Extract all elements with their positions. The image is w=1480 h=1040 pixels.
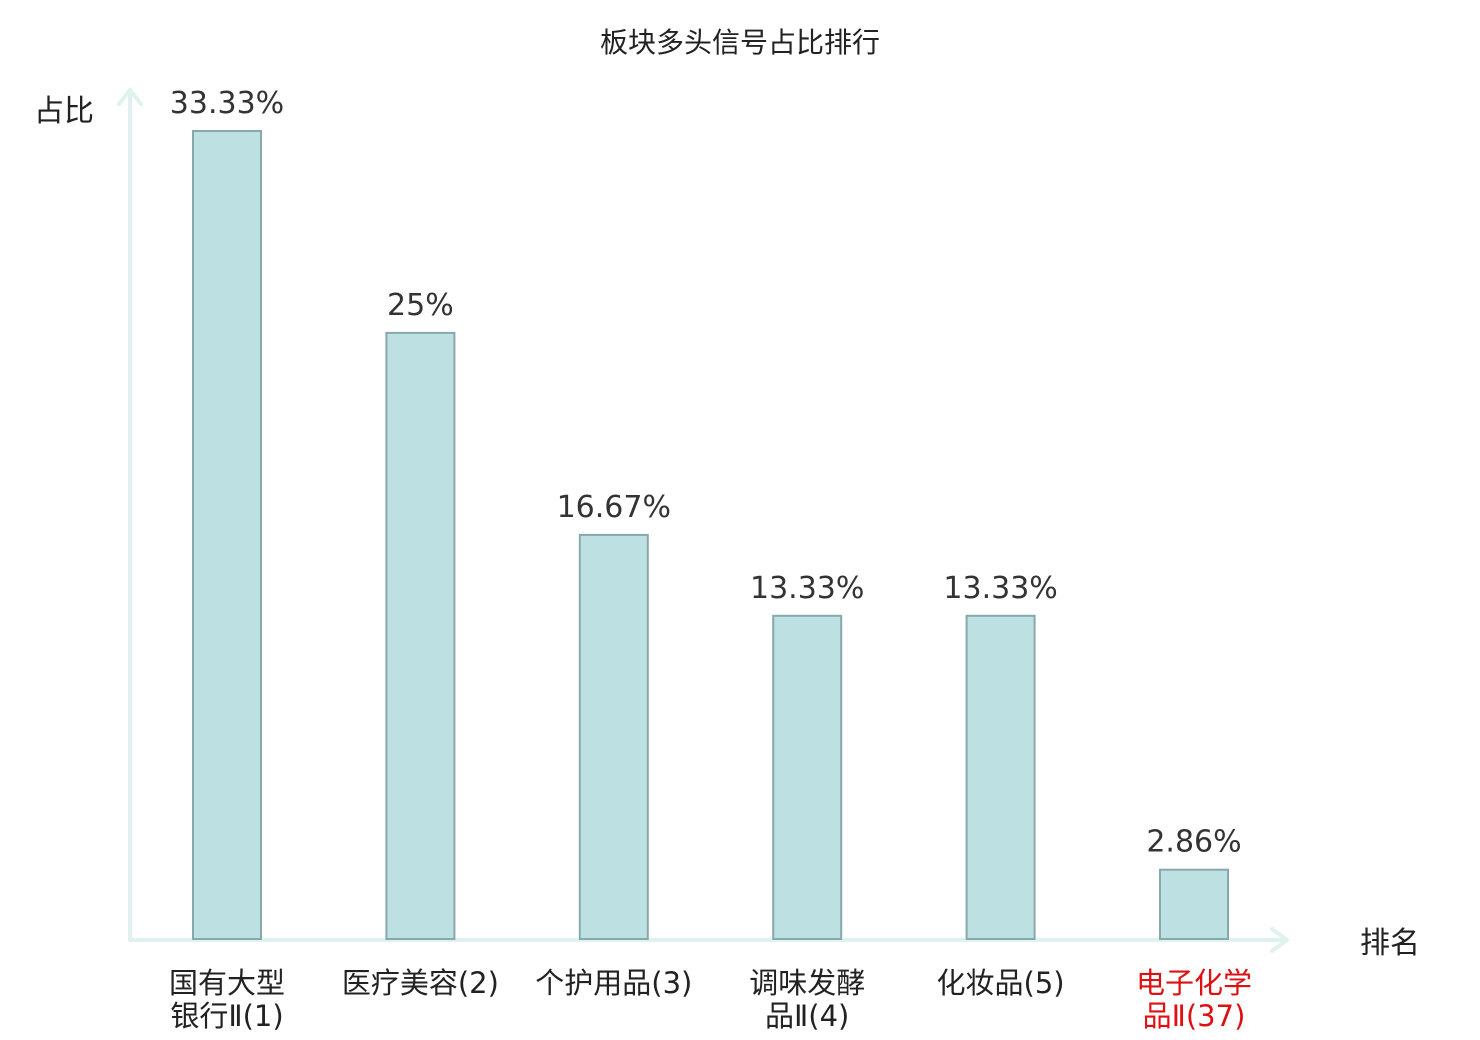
chart-title: 板块多头信号占比排行	[600, 26, 880, 59]
category-tick-label: 调味发酵	[749, 966, 865, 1000]
x-axis-label: 排名	[1360, 926, 1420, 961]
category-tick-label: 银行Ⅱ(1)	[170, 999, 283, 1033]
bar	[385, 331, 456, 940]
bar	[192, 130, 262, 940]
category-tick-label: 品Ⅱ(37)	[1143, 999, 1246, 1033]
bar-value-label: 16.67%	[557, 490, 671, 525]
bar	[578, 533, 649, 941]
bar	[772, 614, 843, 940]
bar	[1159, 868, 1229, 941]
axes	[117, 88, 1289, 953]
bar-value-label: 2.86%	[1146, 825, 1241, 860]
y-axis-arrow	[117, 88, 143, 106]
category-tick-label: 国有大型	[169, 966, 285, 1000]
bars	[192, 130, 1229, 941]
bar-value-label: 13.33%	[943, 571, 1057, 606]
bar	[965, 614, 1036, 940]
x-axis-arrow	[1270, 927, 1289, 953]
category-tick-label: 电子化学	[1136, 966, 1252, 1000]
bar-value-label: 33.33%	[170, 86, 284, 121]
y-axis-label: 占比	[34, 94, 94, 129]
category-tick-label: 化妆品(5)	[937, 966, 1065, 1000]
bar-value-label: 13.33%	[750, 571, 864, 606]
bar-value-label: 25%	[387, 288, 454, 323]
value-labels: 33.33% 25% 16.67% 13.33% 13.33% 2.86%	[170, 86, 1242, 860]
category-tick-label: 个护用品(3)	[535, 966, 692, 1000]
category-tick-label: 医疗美容(2)	[342, 966, 499, 1000]
category-tick-label: 品Ⅱ(4)	[765, 999, 849, 1033]
